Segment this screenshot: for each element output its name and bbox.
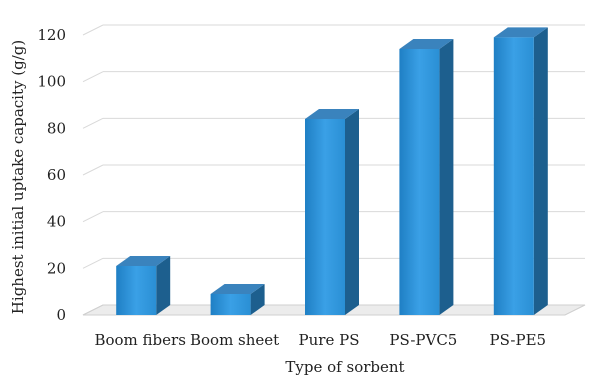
gridline-connector [82, 117, 104, 129]
gridline-connector [82, 24, 104, 36]
x-tick-label: Pure PS [299, 331, 360, 349]
bar-top [210, 284, 265, 294]
bar-top [116, 256, 171, 266]
y-tick-label: 80 [47, 119, 66, 137]
gridline-connector [82, 257, 104, 269]
bar-front [210, 294, 251, 315]
x-axis-ticks: Boom fibers Boom sheet Pure PS PS-PVC5 PS-PE… [94, 331, 546, 349]
y-tick-label: 20 [47, 259, 66, 277]
bar-top [305, 109, 359, 119]
bar-side [533, 27, 548, 315]
y-tick-label: 100 [37, 73, 66, 91]
bar-ps-pvc5 [399, 39, 454, 315]
y-tick-label: 60 [47, 166, 66, 184]
bar-boom-fibers [116, 256, 171, 315]
y-axis-title: Highest initial uptake capacity (g/g) [9, 40, 27, 314]
bar-side [439, 39, 454, 315]
gridline-connector [82, 71, 104, 83]
y-tick-label: 120 [37, 26, 66, 44]
bar-front [116, 266, 157, 315]
bars [116, 27, 548, 315]
bar-ps-pe5 [493, 27, 548, 315]
gridline-connector [82, 211, 104, 223]
bar-front [399, 49, 440, 315]
bar-front [305, 119, 345, 315]
bar-side [345, 109, 359, 315]
y-tick-label: 0 [56, 306, 66, 324]
y-axis-ticks: 0 20 40 60 80 100 120 [37, 26, 66, 324]
bar-top [399, 39, 454, 49]
bar-front [493, 37, 534, 315]
bar-top [493, 27, 548, 38]
x-tick-label: PS-PVC5 [389, 331, 457, 349]
x-tick-label: Boom fibers [94, 331, 185, 349]
x-axis-title: Type of sorbent [285, 358, 404, 376]
x-tick-label: PS-PE5 [490, 331, 547, 349]
gridline-connector [82, 164, 104, 176]
bar-pure-ps [305, 109, 359, 315]
y-tick-label: 40 [47, 213, 66, 231]
bar-boom-sheet [210, 284, 265, 315]
bar-side [250, 284, 265, 315]
bar-side [156, 256, 171, 315]
x-tick-label: Boom sheet [190, 331, 279, 349]
